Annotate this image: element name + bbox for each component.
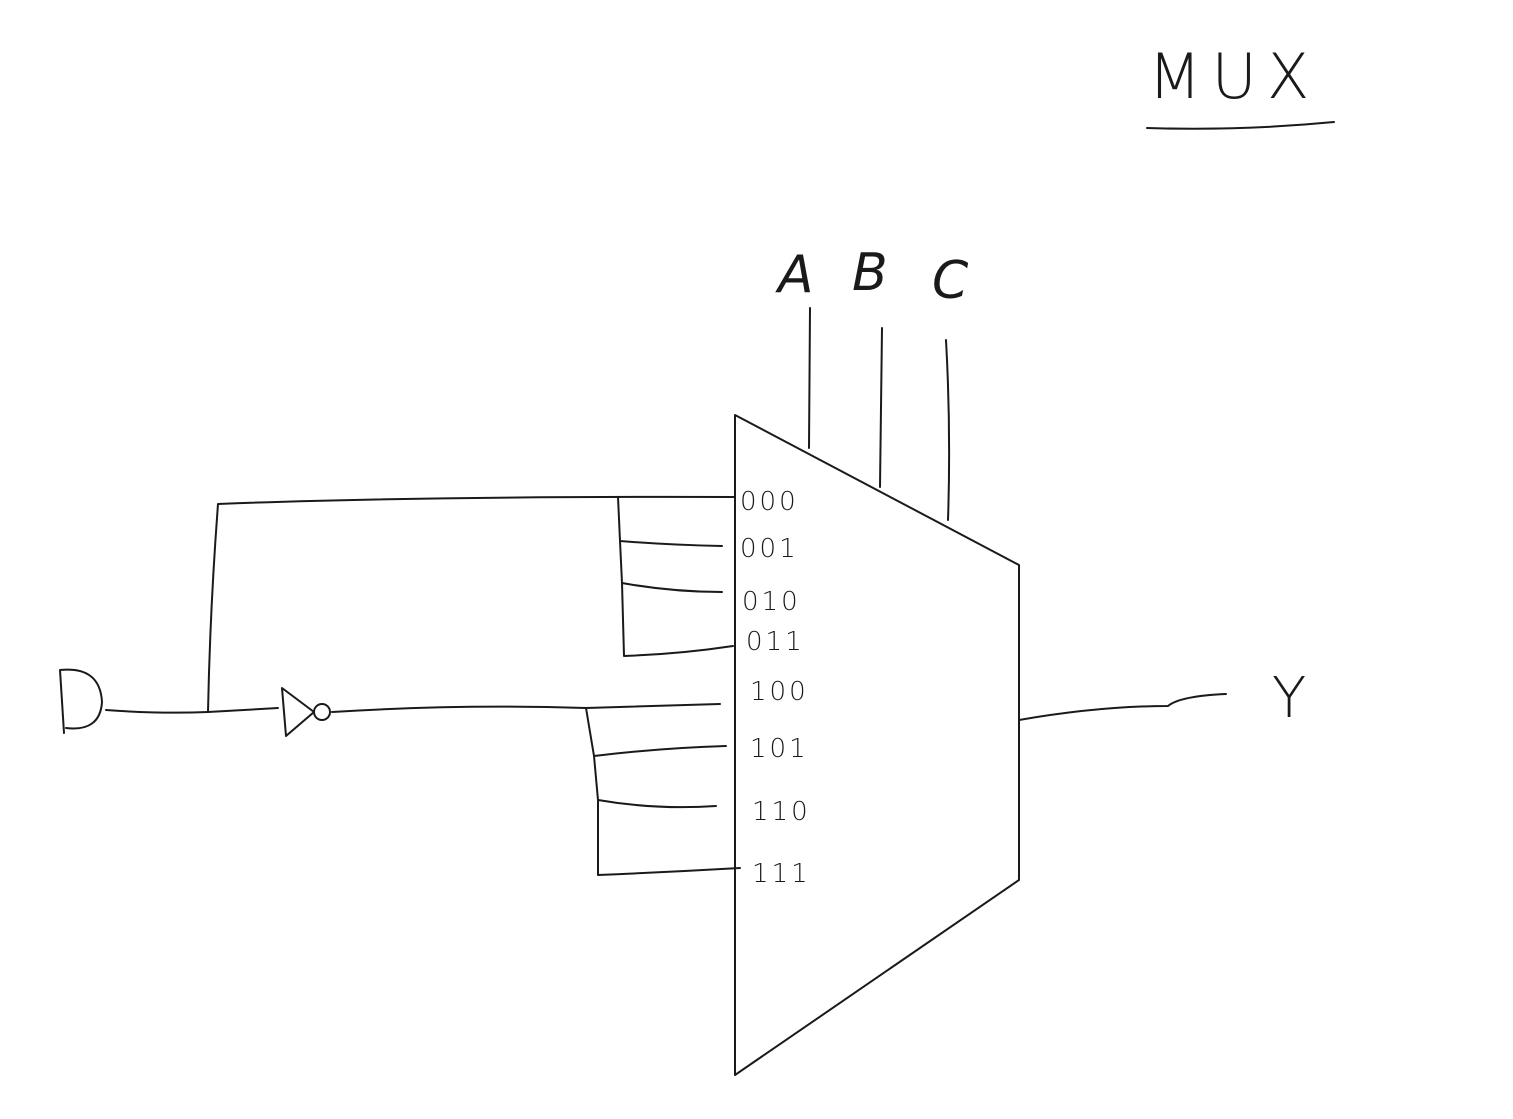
direct-branch-wires [617, 496, 734, 657]
inverted-wire [331, 703, 721, 713]
input-code: 110 [752, 797, 811, 827]
title-underline [1146, 121, 1335, 130]
input-source-symbol [59, 668, 103, 734]
output-label: Y [1272, 666, 1306, 731]
source-wire [105, 707, 279, 714]
input-code: 101 [750, 734, 809, 764]
input-code: 010 [742, 587, 801, 617]
input-code: 000 [740, 487, 799, 517]
select-label-b: B [852, 243, 888, 303]
select-label-a: A [775, 245, 814, 305]
input-code: 100 [750, 677, 809, 707]
inverted-branch-wires [585, 707, 741, 876]
input-code: 001 [740, 534, 799, 564]
select-line-a [808, 307, 811, 449]
direct-wire [207, 495, 736, 713]
input-code: 111 [752, 859, 811, 889]
select-line-b [879, 327, 883, 488]
diagram-title: MUX [1148, 40, 1319, 113]
not-gate-bubble [313, 703, 331, 721]
mux-body [734, 414, 1020, 1076]
not-gate-triangle [281, 687, 315, 737]
select-label-c: C [932, 251, 969, 311]
select-line-c [945, 339, 951, 521]
input-code: 011 [746, 627, 805, 657]
output-wire [1018, 693, 1227, 721]
